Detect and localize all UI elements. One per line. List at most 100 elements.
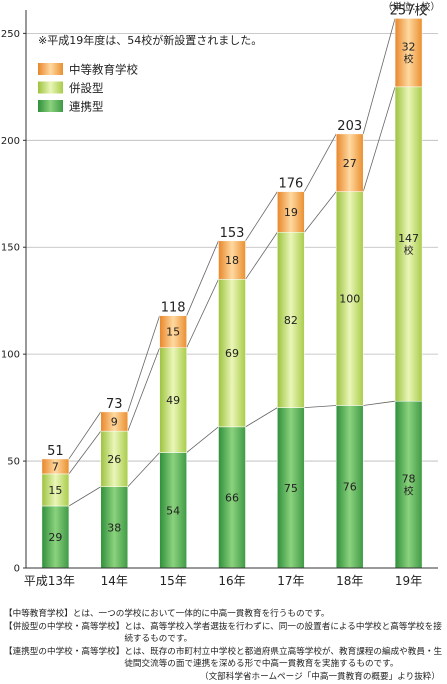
bar-segment — [100, 411, 129, 432]
definition-renkei: 【連携型の中学校・高等学校】 とは、既存の市町村立中学校と都道府県立高等学校が、… — [4, 646, 444, 671]
connector-line — [68, 411, 102, 460]
value-label: 54 — [166, 504, 180, 517]
value-label: 38 — [107, 521, 121, 534]
total-label: 203 — [337, 119, 362, 134]
value-label: 19 — [284, 206, 298, 219]
bar-segment — [394, 86, 423, 402]
value-unit: 校 — [404, 485, 414, 498]
definition-text: とは、一つの学校において一体的に中高一貫教育を行うものです。 — [72, 609, 330, 619]
legend-label: 中等教育学校 — [69, 63, 138, 77]
value-label: 18 — [225, 254, 239, 267]
value-unit: 校 — [404, 53, 414, 66]
category-label: 平成13年 — [24, 574, 75, 588]
value-label: 75 — [284, 482, 298, 495]
connector-line — [363, 400, 396, 406]
legend-swatch — [38, 100, 63, 112]
value-label: 15 — [48, 484, 62, 497]
connector-line — [186, 240, 219, 316]
value-unit: 校 — [404, 244, 414, 257]
definition-term: 【中等教育学校】 — [4, 609, 73, 619]
value-label: 7 — [52, 460, 59, 473]
source-citation: （文部科学省ホームページ「中高一貫教育の概要」より抜粋） — [199, 671, 440, 682]
bar-segment — [218, 279, 246, 428]
bar-segment — [277, 407, 305, 569]
value-label: 15 — [166, 326, 180, 339]
connector-line — [186, 279, 219, 348]
value-label: 9 — [111, 416, 118, 429]
bar-segment — [100, 430, 129, 487]
bar-segment — [41, 458, 70, 475]
definition-heisetsu: 【併設型の中学校・高等学校】 とは、高等学校入学者選抜を行わずに、同一の設置者に… — [4, 621, 444, 646]
definition-text: とは、高等学校入学者選抜を行わずに、同一の設置者による中学校と高等学校を接続する… — [124, 621, 442, 645]
bar-segment — [394, 400, 423, 569]
bars — [41, 18, 423, 569]
connector-line — [245, 232, 278, 280]
bar-segment — [41, 473, 70, 507]
y-tick-label: 50 — [7, 457, 20, 468]
value-label: 69 — [225, 347, 239, 360]
y-tick-label: 150 — [1, 243, 20, 254]
axes: 0 50 100 150 200 250 — [1, 10, 438, 575]
legend-swatch — [38, 81, 63, 94]
bar-segment — [394, 18, 423, 88]
connector-line — [304, 191, 337, 233]
bar-segment — [335, 133, 364, 192]
bar-segment — [159, 347, 187, 453]
connector-line — [68, 486, 101, 507]
bar-segment — [335, 405, 364, 569]
definition-term: 【連携型の中学校・高等学校】 — [4, 646, 125, 657]
bar-segment — [41, 505, 70, 569]
connector-line — [245, 191, 278, 242]
total-label: 118 — [161, 301, 186, 316]
y-tick-label: 250 — [1, 29, 20, 40]
category-label: 17年 — [277, 574, 304, 588]
category-label: 16年 — [218, 574, 245, 588]
bar-segment — [218, 426, 246, 569]
bar-segment — [277, 232, 305, 408]
total-label: 176 — [278, 177, 303, 192]
connector-line — [186, 426, 219, 453]
legend-swatch — [38, 63, 63, 75]
value-label: 29 — [48, 531, 62, 544]
total-label: 51 — [47, 444, 64, 459]
stacked-bar-chart: 0 50 100 150 200 250 29 15 751 平成13年 38 26 9 73 14年 54… — [1, 1, 440, 588]
connector-line — [127, 315, 161, 413]
legend-label: 連携型 — [69, 100, 104, 114]
y-tick-label: 0 — [14, 564, 20, 575]
value-label: 49 — [166, 394, 180, 407]
labels: 29 15 751 平成13年 38 26 9 73 14年 54 49 15 118 15年 66 69 18… — [24, 2, 428, 588]
chart-note: ※平成19年度は、54校が新設置されました。 — [38, 33, 262, 47]
value-label: 26 — [107, 453, 121, 466]
y-tick-label: 100 — [1, 350, 20, 361]
definition-term: 【併設型の中学校・高等学校】 — [4, 621, 125, 632]
total-label: 153 — [220, 226, 245, 241]
header: （単位：校） ※平成19年度は、54校が新設置されました。 — [38, 1, 440, 47]
definition-text: とは、既存の市町村立中学校と都道府県立高等学校が、教育課程の編成や教員・生徒間交… — [124, 646, 443, 670]
connector-line — [304, 405, 337, 409]
category-label: 14年 — [101, 574, 128, 588]
value-label: 76 — [343, 481, 357, 494]
bar-segment — [277, 191, 305, 233]
total-label: 257校 — [390, 2, 428, 18]
value-label: 100 — [339, 293, 360, 306]
connector-lines — [68, 18, 396, 507]
bar-segment — [159, 315, 187, 348]
value-label: 27 — [343, 157, 357, 170]
connector-line — [127, 347, 161, 432]
definitions: 【中等教育学校】 とは、一つの学校において一体的に中高一貫教育を行うものです。 … — [4, 608, 444, 684]
connector-line — [304, 133, 337, 192]
connector-line — [362, 86, 396, 192]
connector-line — [127, 452, 160, 488]
value-label: 78 — [402, 473, 416, 486]
value-label: 66 — [225, 491, 239, 504]
y-tick-label: 200 — [1, 136, 20, 147]
connector-line — [245, 407, 278, 428]
unit-label: （単位：校） — [383, 1, 440, 13]
connector-line — [68, 430, 102, 475]
legend-label: 併設型 — [69, 81, 104, 95]
total-label: 73 — [106, 397, 123, 412]
bar-segment — [335, 191, 364, 406]
value-label: 147 — [398, 232, 419, 245]
category-label: 19年 — [395, 574, 422, 588]
